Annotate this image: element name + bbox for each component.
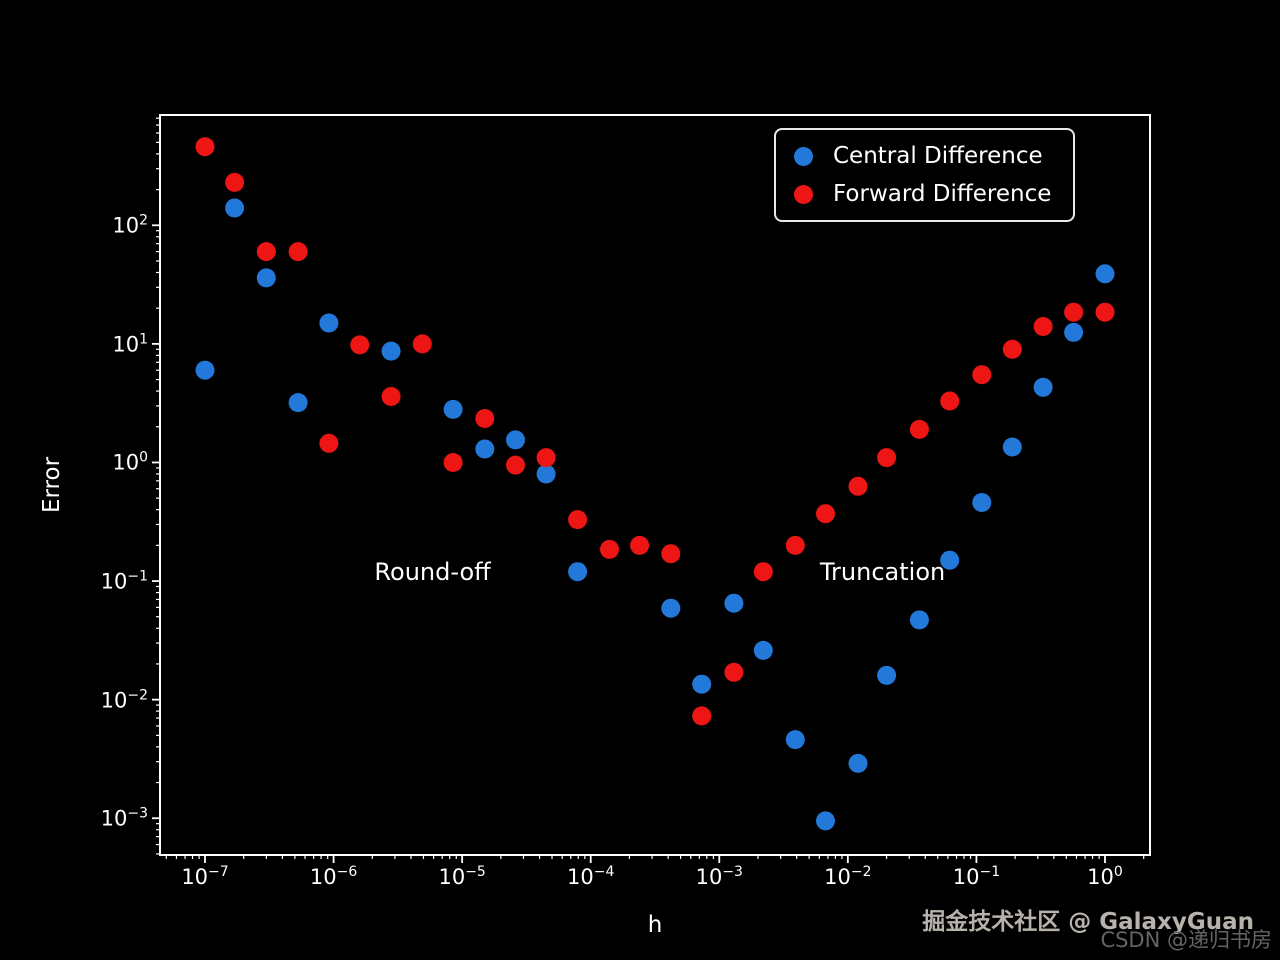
legend-item-central-difference: Central Difference — [794, 143, 1051, 169]
scatter-point-central — [940, 550, 960, 570]
scatter-point-forward — [724, 662, 744, 682]
scatter-point-forward — [225, 172, 245, 192]
y-axis-label: Error — [39, 456, 65, 514]
x-axis-label: h — [647, 912, 663, 938]
y-tick-label: 10−3 — [100, 805, 148, 831]
scatter-point-central — [877, 665, 897, 685]
watermark-juejin: 掘金技术社区 @ GalaxyGuan — [922, 909, 1254, 935]
scatter-point-forward — [256, 242, 276, 262]
x-tick-label: 10−2 — [824, 864, 872, 889]
central-difference-marker-icon — [794, 146, 813, 166]
scatter-point-forward — [1095, 302, 1115, 322]
scatter-point-forward — [972, 365, 992, 385]
scatter-point-central — [1033, 377, 1053, 397]
legend-label-central-difference: Central Difference — [833, 143, 1043, 169]
scatter-point-central — [753, 640, 773, 660]
y-tick-label: 100 — [112, 449, 148, 475]
scatter-point-forward — [816, 504, 835, 524]
scatter-point-forward — [506, 455, 525, 475]
watermark-csdn: CSDN @递归书房 — [1100, 928, 1272, 952]
y-tick-label: 102 — [112, 212, 148, 238]
scatter-point-forward — [940, 391, 960, 411]
scatter-point-forward — [661, 544, 681, 564]
y-tick-label: 10−1 — [100, 568, 148, 594]
y-tick-label: 10−2 — [100, 687, 148, 713]
x-tick-label: 100 — [1087, 864, 1123, 889]
y-tick-label: 101 — [112, 331, 148, 357]
legend-label-forward-difference: Forward Difference — [833, 181, 1052, 207]
x-tick-label: 10−6 — [309, 864, 358, 889]
scatter-point-central — [1095, 264, 1115, 284]
scatter-point-central — [972, 493, 992, 512]
scatter-point-central — [724, 593, 744, 613]
scatter-point-central — [443, 399, 463, 419]
x-tick-label: 10−5 — [438, 864, 486, 889]
scatter-point-central — [909, 610, 929, 630]
scatter-point-forward — [630, 535, 650, 555]
scatter-point-central — [785, 730, 805, 750]
forward-difference-marker-icon — [794, 184, 813, 204]
scatter-point-forward — [319, 433, 339, 453]
scatter-point-forward — [600, 539, 619, 559]
scatter-point-forward — [288, 242, 308, 262]
x-tick-label: 10−4 — [567, 864, 615, 889]
scatter-point-central — [1064, 322, 1084, 342]
scatter-point-central — [692, 674, 712, 694]
scatter-point-forward — [909, 419, 929, 439]
scatter-point-forward — [381, 387, 401, 406]
scatter-point-central — [288, 393, 308, 413]
annotation-truncation: Truncation — [819, 557, 946, 586]
scatter-point-forward — [412, 334, 432, 354]
scatter-point-central — [816, 811, 835, 831]
scatter-point-forward — [1064, 302, 1084, 322]
plot-frame — [159, 114, 1151, 856]
scatter-point-central — [1002, 437, 1022, 457]
annotation-round-off: Round-off — [374, 557, 491, 586]
scatter-point-forward — [848, 476, 868, 496]
scatter-point-forward — [443, 453, 463, 472]
scatter-point-forward — [350, 335, 370, 355]
scatter-point-forward — [877, 448, 897, 468]
scatter-point-forward — [692, 706, 712, 726]
legend: Central Difference Forward Difference — [774, 128, 1076, 222]
x-tick-label: 10−3 — [695, 864, 743, 889]
scatter-point-forward — [195, 137, 215, 157]
scatter-point-central — [848, 753, 868, 773]
scatter-point-central — [195, 360, 215, 380]
legend-item-forward-difference: Forward Difference — [794, 181, 1051, 207]
scatter-point-central — [506, 430, 525, 450]
scatter-point-central — [475, 439, 495, 459]
x-tick-label: 10−7 — [181, 864, 229, 889]
scatter-point-central — [256, 268, 276, 288]
scatter-point-forward — [1002, 339, 1022, 359]
scatter-point-central — [661, 598, 681, 618]
scatter-point-forward — [753, 562, 773, 582]
scatter-point-central — [225, 198, 245, 218]
scatter-point-forward — [785, 535, 805, 555]
scatter-point-forward — [568, 510, 588, 530]
scatter-point-central — [568, 562, 588, 582]
x-tick-label: 10−1 — [952, 864, 1001, 889]
scatter-point-forward — [1033, 317, 1053, 336]
scatter-point-central — [381, 341, 401, 361]
scatter-point-central — [536, 464, 556, 484]
scatter-point-central — [319, 313, 339, 333]
scatter-point-forward — [475, 409, 495, 428]
scatter-point-forward — [536, 448, 556, 468]
